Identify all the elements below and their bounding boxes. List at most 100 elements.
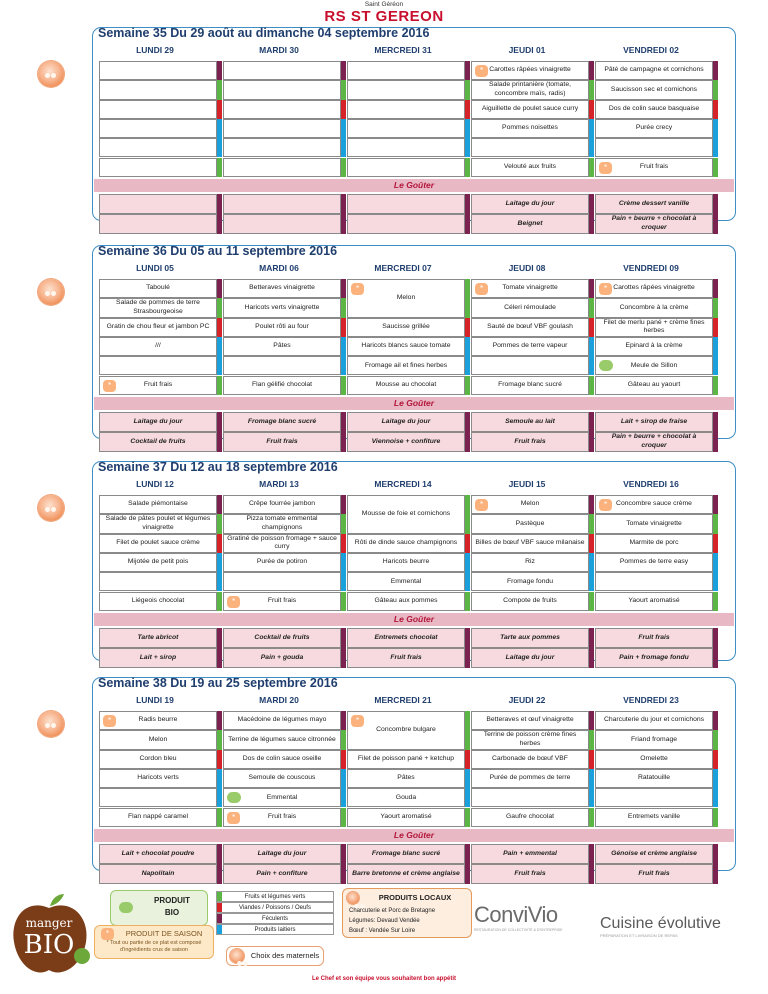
cuisine-name: Cuisine évolutive [600,915,721,932]
food-category-strip [217,298,222,318]
food-category-strip [465,138,470,158]
day-header: VENDREDI 09 [623,263,679,273]
food-category-strip [589,375,594,395]
food-category-strip [341,80,346,100]
menu-cell: Billes de bœuf VBF sauce milanaise [471,533,589,553]
menu-cell: Entremets vanille [595,807,713,827]
food-category-strip [217,99,222,119]
food-category-strip [465,627,470,648]
saison-star-icon: * [227,811,240,824]
day-header: JEUDI 22 [508,695,546,705]
menu-cell: Gaufre chocolat [471,807,589,827]
menu-cell: Sauté de bœuf VBF goulash [471,317,589,337]
menu-cell: Salade de pommes de terre Strasbourgeois… [99,298,217,318]
gouter-cell: Fruit frais [595,627,713,648]
food-category-strip [589,138,594,158]
food-category-strip [589,627,594,648]
food-category-strip [713,533,718,553]
food-category-strip [713,61,718,81]
food-category-strip [589,552,594,573]
food-category-strip [589,80,594,100]
menu-cell: Yaourt aromatisé [347,807,465,827]
saison-star-icon: * [351,715,364,727]
gouter-cell [223,213,341,234]
day-header: MARDI 30 [259,45,299,55]
produits-locaux-box: PRODUITS LOCAUX Charcuterie et Porc de B… [342,888,472,938]
food-category-strip [341,157,346,177]
menu-cell: Pâté de campagne et cornichons [595,61,713,81]
bio-sub: BIO [164,908,180,917]
food-category-strip [589,356,594,376]
food-category-strip [217,552,222,573]
food-category-strip [217,193,222,214]
food-category-strip [341,749,346,769]
food-category-strip [465,193,470,214]
menu-cell [471,356,589,376]
food-category-strip [465,495,470,534]
menu-cell: Melon [347,279,465,318]
locaux-icon [347,892,365,909]
food-category-strip [217,61,222,81]
convivio-sub: RESTAURATION DE COLLECTIVITÉ & D'ENTREPR… [474,928,563,932]
food-category-strip [465,80,470,100]
menu-cell: Taboulé [99,279,217,299]
food-category-strip [341,572,346,592]
food-category-strip [217,279,222,299]
cuisine-evolutive-logo: Cuisine évolutive PRÉPARATION ET LIVRAIS… [600,915,732,938]
menu-cell [223,138,341,158]
saison-star-icon: * [103,379,116,392]
convivio-logo: ConviVio RESTAURATION DE COLLECTIVITÉ & … [474,902,592,932]
food-category-strip [589,411,594,432]
gouter-cell: Crème dessert vanille [595,193,713,214]
food-category-strip [217,843,222,864]
food-category-strip [341,99,346,119]
gouter-cell: Tarte aux pommes [471,627,589,648]
food-category-strip [341,647,346,668]
menu-cell: Pâtes [347,768,465,789]
food-category-strip [589,591,594,611]
food-category-strip [341,514,346,534]
food-category-strip [713,807,718,827]
gouter-cell: Fruit frais [471,863,589,884]
saison-star-icon: * [101,928,114,940]
menu-cell: Saucisse grillée [347,317,465,337]
menu-cell [223,572,341,592]
gouter-cell: Génoise et crème anglaise [595,843,713,864]
food-category-strip [341,711,346,731]
food-category-strip [465,279,470,318]
food-category-strip [465,317,470,337]
gouter-cell [347,213,465,234]
food-category-strip [589,863,594,884]
menu-cell: Carottes râpées vinaigrette [471,61,589,81]
food-category-strip [217,431,222,452]
menu-cell: Filet de poisson pané + ketchup [347,749,465,769]
day-header: VENDREDI 23 [623,695,679,705]
menu-cell [347,61,465,81]
menu-cell [99,61,217,81]
menu-cell: Fruit frais [223,591,341,611]
day-header: JEUDI 15 [508,479,546,489]
food-category-strip [341,627,346,648]
food-category-strip [341,730,346,750]
menu-cell [99,99,217,119]
food-category-strip [589,157,594,177]
food-category-strip [465,647,470,668]
menu-cell: Cordon bleu [99,749,217,769]
menu-cell: Céleri rémoulade [471,298,589,318]
locaux-line-2: Légumes: Devaud Vendée [349,918,420,924]
food-category-strip [217,118,222,139]
week-2-panel: Semaine 36 Du 05 au 11 septembre 2016 LUN… [38,244,736,452]
gouter-banner: Le Goûter [94,828,734,842]
food-category-strip [465,591,470,611]
menu-cell: Macédoine de légumes mayo [223,711,341,731]
choix-label: Choix des maternels [250,951,320,960]
food-category-strip [341,118,346,139]
menu-cell: Concombre sauce crème [595,495,713,515]
day-header: VENDREDI 16 [623,479,679,489]
food-category-strip [589,431,594,452]
menu-cell: Pommes de terre easy [595,552,713,573]
food-category-strip [589,61,594,81]
food-category-strip [713,213,718,234]
food-category-strip [465,157,470,177]
day-header: LUNDI 12 [136,479,174,489]
